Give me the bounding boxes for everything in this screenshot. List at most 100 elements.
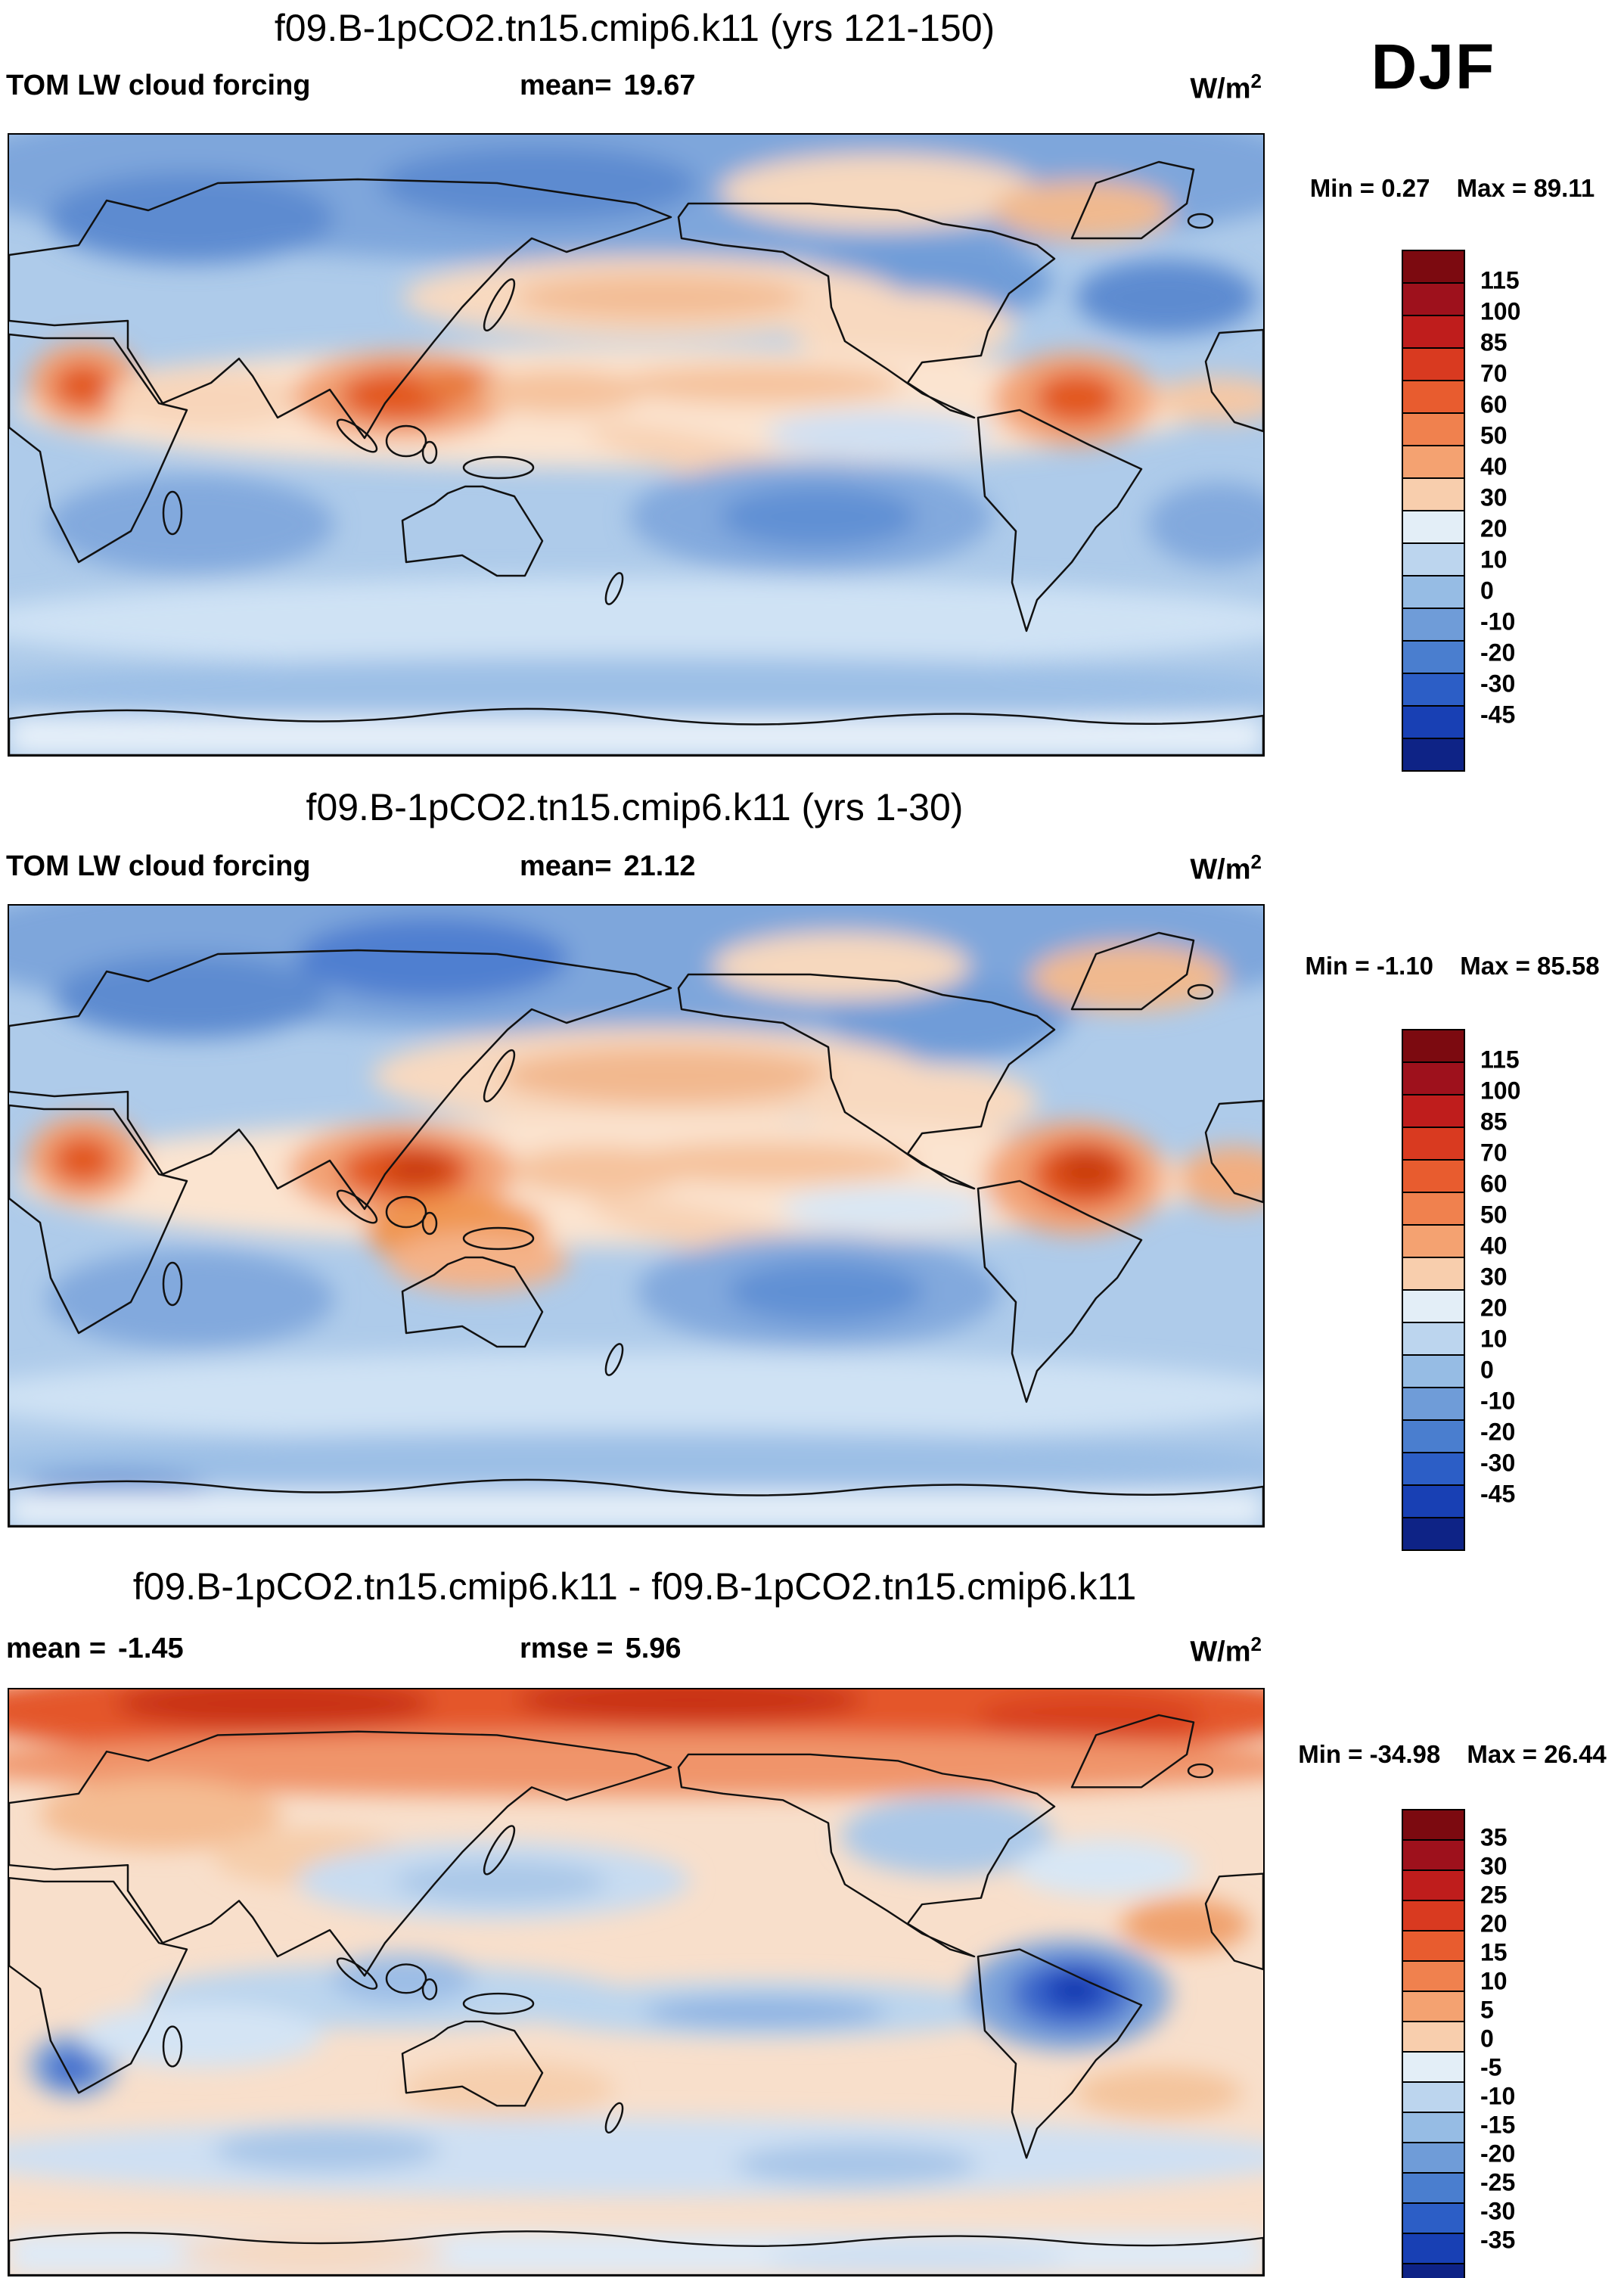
map3-svg (9, 1689, 1263, 2275)
colorbar-cell (1402, 250, 1465, 284)
panel1-minmax: Min = 0.27 Max = 89.11 (1286, 174, 1619, 203)
panel2-mean-value: 21.12 (623, 850, 696, 882)
colorbar-cell (1402, 1419, 1465, 1453)
colorbar-cell (1402, 1029, 1465, 1063)
colorbar-tick-label: 30 (1480, 1852, 1508, 1880)
panel3-rmse-label: rmse = (520, 1633, 613, 1664)
panel3-title: f09.B-1pCO2.tn15.cmip6.k11 - f09.B-1pCO2… (132, 1565, 1137, 1608)
colorbar-cell (1402, 1354, 1465, 1388)
colorbar-cell (1402, 542, 1465, 576)
colorbar-cell (1402, 575, 1465, 609)
panel3-min-value: -34.98 (1369, 1740, 1441, 1768)
panel1-units-exp: 2 (1250, 70, 1262, 92)
colorbar-tick-label: 35 (1480, 1823, 1508, 1851)
colorbar-cell (1402, 1322, 1465, 1356)
panel2-max-label: Max = (1460, 952, 1530, 980)
colorbar-panel2: 115 100 85 70 60 50 40 30 20 10 0 -10 -20 -30 -45 (1402, 1029, 1520, 1551)
colorbar-cell (1402, 1224, 1465, 1258)
colorbar-cell (1402, 412, 1465, 446)
colorbar-tick-label: 85 (1480, 1108, 1508, 1136)
panel2-units-exp: 2 (1250, 850, 1262, 873)
colorbar-cell (1402, 347, 1465, 381)
colorbar-tick-label: 0 (1480, 576, 1494, 604)
colorbar-tick-label: 0 (1480, 2025, 1494, 2053)
colorbar-cell (1402, 2233, 1465, 2264)
colorbar-cell (1402, 1869, 1465, 1901)
panel1-mean-value: 19.67 (623, 70, 696, 101)
map2-svg (9, 906, 1263, 1526)
colorbar-tick-label: 60 (1480, 1170, 1508, 1198)
colorbar-tick-label: 100 (1480, 297, 1521, 325)
colorbar-cell (1402, 2142, 1465, 2174)
panel1-variable-label: TOM LW cloud forcing (6, 70, 311, 101)
colorbar-cell (1402, 640, 1465, 674)
panel3-units-base: W/m (1190, 1636, 1251, 1668)
map-yrs-1-30 (8, 904, 1265, 1527)
panel2-max-value: 85.58 (1537, 952, 1600, 980)
colorbar-tick-label: 10 (1480, 1967, 1508, 1995)
panel2-units-base: W/m (1190, 853, 1251, 886)
panel3-mean: mean = -1.45 (6, 1633, 184, 1665)
colorbar-cell (1402, 1991, 1465, 2022)
panel3-max-label: Max = (1467, 1740, 1538, 1768)
colorbar-cell (1402, 510, 1465, 544)
panel3-minmax: Min = -34.98 Max = 26.44 (1286, 1740, 1619, 1769)
colorbar-cell (1402, 2202, 1465, 2234)
colorbar-cell (1402, 1839, 1465, 1871)
colorbar-cell (1402, 1192, 1465, 1226)
colorbar-tick-label: -45 (1480, 701, 1516, 729)
colorbar-tick-label: -30 (1480, 670, 1516, 698)
colorbar-tick-label: 5 (1480, 1996, 1494, 2024)
colorbar-cell (1402, 1517, 1465, 1551)
colorbar-tick-label: 85 (1480, 328, 1508, 356)
colorbar-cell (1402, 2021, 1465, 2053)
panel2-min-value: -1.10 (1376, 952, 1434, 980)
colorbar-panel1: 115 100 85 70 60 50 40 30 20 10 0 -10 -20 -30 -45 (1402, 250, 1520, 772)
panel1-max-value: 89.11 (1533, 174, 1595, 202)
colorbar-tick-label: 40 (1480, 1232, 1508, 1260)
colorbar-cell (1402, 2081, 1465, 2113)
colorbar-tick-label: 50 (1480, 1201, 1508, 1229)
colorbar-cell (1402, 1257, 1465, 1291)
colorbar-cell (1402, 380, 1465, 414)
panel2-minmax: Min = -1.10 Max = 85.58 (1286, 952, 1619, 981)
colorbar-tick-label: 40 (1480, 452, 1508, 480)
colorbar-tick-label: 30 (1480, 483, 1508, 511)
colorbar-tick-label: -10 (1480, 2082, 1516, 2110)
map-difference (8, 1688, 1265, 2276)
colorbar-cell (1402, 1387, 1465, 1421)
colorbar-tick-label: 15 (1480, 1938, 1508, 1966)
panel3-units-label: W/m2 (1119, 1633, 1262, 1669)
colorbar-tick-label: 50 (1480, 421, 1508, 449)
colorbar-tick-label: 100 (1480, 1077, 1521, 1105)
colorbar-cell (1402, 608, 1465, 642)
colorbar-cell (1402, 282, 1465, 316)
colorbar-tick-label: -30 (1480, 2197, 1516, 2225)
colorbar-tick-label: 20 (1480, 514, 1508, 542)
colorbar-tick-label: 10 (1480, 545, 1508, 573)
colorbar-tick-label: 25 (1480, 1881, 1508, 1909)
colorbar-cell (1402, 1900, 1465, 1931)
map1-svg (9, 135, 1263, 755)
map-yrs-121-150 (8, 133, 1265, 757)
panel2-variable-label: TOM LW cloud forcing (6, 850, 311, 882)
colorbar-tick-label: -10 (1480, 608, 1516, 636)
panel3-min-label: Min = (1298, 1740, 1363, 1768)
colorbar-cell (1402, 1452, 1465, 1486)
panel1-mean-label: mean= (520, 70, 612, 101)
panel2-units-label: W/m2 (1119, 850, 1262, 887)
colorbar-tick-label: 70 (1480, 359, 1508, 387)
colorbar-tick-label: 20 (1480, 1910, 1508, 1938)
panel3-mean-value: -1.45 (118, 1633, 184, 1664)
colorbar-panel3: 35 30 25 20 15 10 5 0 -5 -10 -15 -20 -25 -30 -35 (1402, 1809, 1515, 2278)
panel1-min-value: 0.27 (1381, 174, 1430, 202)
panel1-title: f09.B-1pCO2.tn15.cmip6.k11 (yrs 121-150) (274, 7, 995, 49)
panel1-mean: mean= 19.67 (520, 70, 696, 102)
panel3-max-value: 26.44 (1544, 1740, 1607, 1768)
panel1-units-base: W/m (1190, 73, 1251, 105)
panel1-units-label: W/m2 (1119, 70, 1262, 106)
colorbar-tick-label: 115 (1480, 1046, 1520, 1074)
colorbar-cell (1402, 2112, 1465, 2143)
colorbar-tick-label: -5 (1480, 2053, 1502, 2081)
panel2-mean-label: mean= (520, 850, 612, 882)
